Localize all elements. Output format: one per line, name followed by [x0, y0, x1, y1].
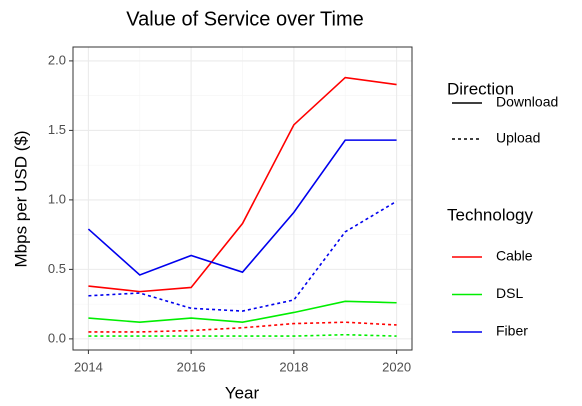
- y-tick-label: 0.5: [48, 261, 66, 276]
- legend-label: Upload: [496, 130, 540, 146]
- line: [87, 139, 397, 276]
- x-tick-label: 2016: [177, 359, 206, 374]
- legend-title: Direction: [447, 79, 514, 98]
- legend-label: Download: [496, 94, 558, 110]
- line: [88, 300, 397, 324]
- chart-title: Value of Service over Time: [126, 8, 364, 30]
- legend-label: Fiber: [496, 323, 528, 339]
- legend-title: Technology: [447, 205, 534, 224]
- x-tick-label: 2014: [74, 359, 103, 374]
- y-tick-label: 2.0: [48, 52, 66, 67]
- y-tick-label: 0.0: [48, 330, 66, 345]
- x-tick-label: 2018: [279, 359, 308, 374]
- y-tick-label: 1.0: [48, 191, 66, 206]
- line: [88, 76, 397, 293]
- y-axis-label: Mbps per USD ($): [11, 131, 30, 268]
- legend-label: DSL: [496, 285, 523, 301]
- x-tick-label: 2020: [382, 359, 411, 374]
- x-axis-label: Year: [225, 383, 260, 402]
- legend-label: Cable: [496, 248, 533, 264]
- line: [88, 200, 398, 312]
- panel-border: [72, 46, 413, 351]
- y-tick-label: 1.5: [48, 122, 66, 137]
